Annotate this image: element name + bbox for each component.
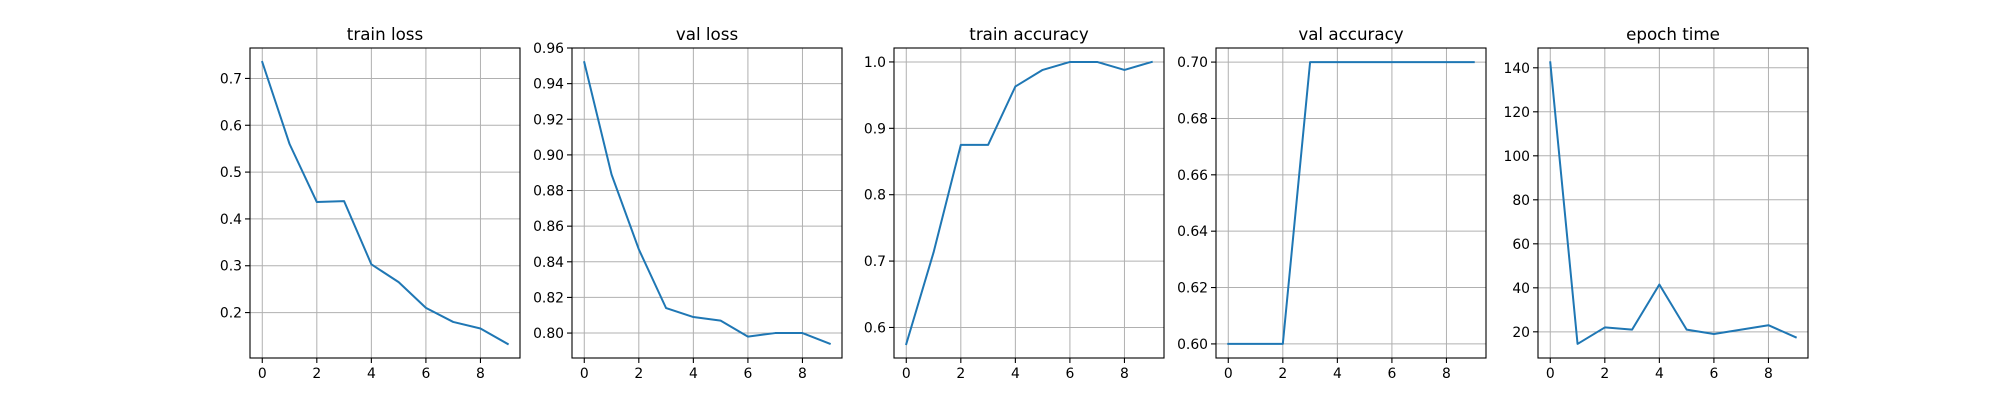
axes-frame (571, 47, 843, 359)
y-tick-label: 0.9 (864, 121, 886, 137)
x-tick-label: 4 (367, 366, 376, 382)
x-tick-label: 4 (1655, 366, 1664, 382)
y-tick-label: 0.92 (533, 112, 564, 128)
y-tick-label: 0.86 (533, 219, 564, 235)
y-tick-label: 0.94 (533, 77, 564, 93)
subplot-1: 0 2 4 6 8 0.2 0.3 0.4 0.5 0.6 0.7 train loss (220, 24, 521, 382)
y-tick-label: 0.68 (1177, 111, 1208, 127)
x-tick-label: 8 (798, 366, 807, 382)
y-tick-label: 0.88 (533, 184, 564, 200)
y-tick-label: 0.8 (864, 188, 886, 204)
y-tick-label: 0.5 (220, 165, 242, 181)
y-tick-label: 0.4 (220, 212, 242, 228)
x-tick-label: 4 (1333, 366, 1342, 382)
x-tick-label: 0 (580, 366, 589, 382)
series-line (261, 60, 510, 346)
y-tick-label: 1.0 (864, 55, 886, 71)
y-tick-label: 0.62 (1177, 281, 1208, 297)
y-tick-label: 0.6 (864, 320, 886, 336)
y-tick-label: 0.60 (1177, 337, 1208, 353)
x-tick-label: 6 (1387, 366, 1396, 382)
x-tick-label: 6 (1065, 366, 1074, 382)
x-tick-label: 6 (421, 366, 430, 382)
axes-frame (893, 47, 1165, 359)
x-tick-label: 2 (956, 366, 965, 382)
y-tick-label: 40 (1512, 281, 1530, 297)
x-tick-label: 0 (258, 366, 267, 382)
y-tick-label: 0.2 (220, 306, 242, 322)
x-tick-label: 0 (902, 366, 911, 382)
y-tick-label: 0.90 (533, 148, 564, 164)
y-tick-label: 0.64 (1177, 224, 1208, 240)
subplot-title: epoch time (1626, 24, 1720, 44)
axes-frame (249, 47, 521, 359)
y-tick-label: 0.82 (533, 290, 564, 306)
subplot-title: val accuracy (1298, 24, 1403, 44)
y-tick-label: 100 (1503, 149, 1530, 165)
y-tick-label: 0.3 (220, 259, 242, 275)
y-tick-label: 0.96 (533, 41, 564, 57)
x-tick-label: 2 (1600, 366, 1609, 382)
subplot-5: 0 2 4 6 8 20 40 60 80 100 120 140 epoch time (1503, 24, 1809, 382)
x-tick-label: 4 (689, 366, 698, 382)
series-line (905, 60, 1153, 346)
subplot-3: 0 2 4 6 8 0.6 0.7 0.8 0.9 1.0 train accuracy (864, 24, 1165, 382)
y-tick-label: 120 (1503, 105, 1530, 121)
series-line (1549, 61, 1798, 345)
x-tick-label: 2 (634, 366, 643, 382)
x-tick-label: 2 (1278, 366, 1287, 382)
x-tick-label: 0 (1546, 366, 1555, 382)
x-tick-label: 8 (1764, 366, 1773, 382)
x-tick-label: 0 (1224, 366, 1233, 382)
x-tick-label: 8 (476, 366, 485, 382)
y-tick-label: 0.66 (1177, 168, 1208, 184)
y-tick-label: 80 (1512, 193, 1530, 209)
y-tick-label: 0.84 (533, 255, 564, 271)
y-tick-label: 0.70 (1177, 55, 1208, 71)
y-tick-label: 0.7 (220, 71, 242, 87)
subplot-title: train accuracy (969, 24, 1089, 44)
axes-frame (1537, 47, 1809, 359)
series-line (1227, 61, 1475, 345)
x-tick-label: 6 (743, 366, 752, 382)
x-tick-label: 2 (312, 366, 321, 382)
y-tick-label: 0.7 (864, 254, 886, 270)
subplot-title: val loss (676, 24, 738, 44)
y-tick-label: 140 (1503, 61, 1530, 77)
axes-frame (1215, 47, 1487, 359)
subplot-4: 0 2 4 6 8 0.60 0.62 0.64 0.66 0.68 0.70 val accurac… (1177, 24, 1487, 382)
subplot-2: 0 2 4 6 8 0.80 0.82 0.84 0.86 0.88 0.90 0.92 0.94 0.9… (533, 24, 843, 382)
y-tick-label: 20 (1512, 325, 1530, 341)
x-tick-label: 6 (1709, 366, 1718, 382)
y-tick-label: 60 (1512, 237, 1530, 253)
x-tick-label: 8 (1442, 366, 1451, 382)
x-tick-label: 4 (1011, 366, 1020, 382)
series-line (583, 61, 832, 346)
subplot-title: train loss (347, 24, 423, 44)
y-tick-label: 0.80 (533, 326, 564, 342)
y-tick-label: 0.6 (220, 118, 242, 134)
x-tick-label: 8 (1120, 366, 1129, 382)
